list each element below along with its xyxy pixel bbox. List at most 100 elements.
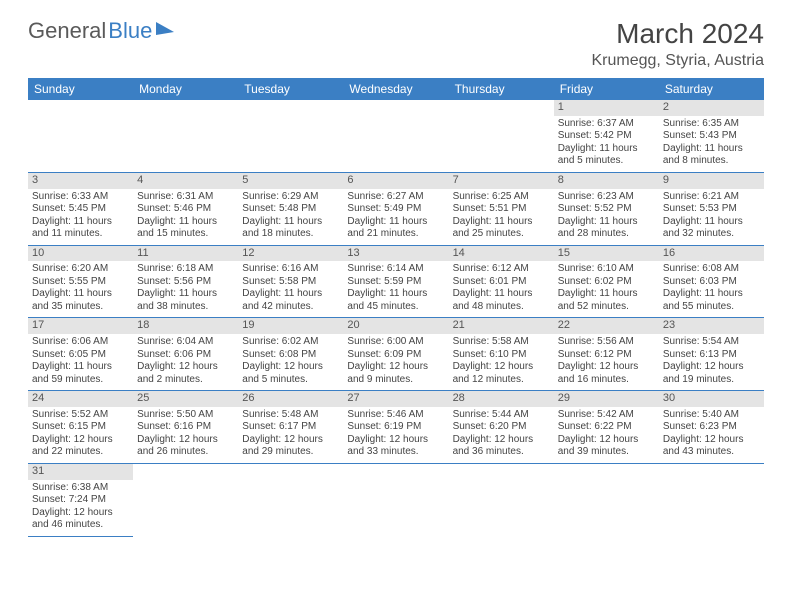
calendar-row: 17Sunrise: 6:06 AMSunset: 6:05 PMDayligh…	[28, 318, 764, 391]
calendar-cell: 16Sunrise: 6:08 AMSunset: 6:03 PMDayligh…	[659, 245, 764, 318]
sunrise-text: Sunrise: 6:35 AM	[663, 118, 760, 131]
calendar-cell: 27Sunrise: 5:46 AMSunset: 6:19 PMDayligh…	[343, 391, 448, 464]
sunset-text: Sunset: 5:55 PM	[32, 276, 129, 289]
sunset-text: Sunset: 6:06 PM	[137, 349, 234, 362]
sunset-text: Sunset: 5:56 PM	[137, 276, 234, 289]
calendar-cell	[449, 100, 554, 172]
calendar-row: 24Sunrise: 5:52 AMSunset: 6:15 PMDayligh…	[28, 391, 764, 464]
sunset-text: Sunset: 5:59 PM	[347, 276, 444, 289]
calendar-cell	[659, 463, 764, 536]
day-number: 10	[28, 246, 133, 262]
daylight-text: Daylight: 12 hours and 19 minutes.	[663, 361, 760, 386]
sunset-text: Sunset: 6:09 PM	[347, 349, 444, 362]
title-block: March 2024 Krumegg, Styria, Austria	[591, 18, 764, 70]
calendar-cell: 8Sunrise: 6:23 AMSunset: 5:52 PMDaylight…	[554, 172, 659, 245]
day-number: 22	[554, 318, 659, 334]
sunrise-text: Sunrise: 6:10 AM	[558, 263, 655, 276]
sunset-text: Sunset: 6:05 PM	[32, 349, 129, 362]
calendar-cell: 17Sunrise: 6:06 AMSunset: 6:05 PMDayligh…	[28, 318, 133, 391]
calendar-row: 3Sunrise: 6:33 AMSunset: 5:45 PMDaylight…	[28, 172, 764, 245]
sunrise-text: Sunrise: 6:27 AM	[347, 191, 444, 204]
sunrise-text: Sunrise: 6:29 AM	[242, 191, 339, 204]
calendar-row: 31Sunrise: 6:38 AMSunset: 7:24 PMDayligh…	[28, 463, 764, 536]
sunrise-text: Sunrise: 6:38 AM	[32, 482, 129, 495]
calendar-cell: 19 Sunrise: 6:02 AMSunset: 6:08 PMDayligh…	[238, 318, 343, 391]
sunrise-text: Sunrise: 6:06 AM	[32, 336, 129, 349]
sunset-text: Sunset: 5:43 PM	[663, 130, 760, 143]
logo-text-general: General	[28, 18, 106, 44]
calendar-cell: 25Sunrise: 5:50 AMSunset: 6:16 PMDayligh…	[133, 391, 238, 464]
calendar-body: 1Sunrise: 6:37 AMSunset: 5:42 PMDaylight…	[28, 100, 764, 536]
weekday-saturday: Saturday	[659, 78, 764, 100]
sunset-text: Sunset: 6:08 PM	[242, 349, 339, 362]
day-number: 7	[449, 173, 554, 189]
daylight-text: Daylight: 11 hours and 8 minutes.	[663, 143, 760, 168]
daylight-text: Daylight: 11 hours and 11 minutes.	[32, 216, 129, 241]
sunrise-text: Sunrise: 5:54 AM	[663, 336, 760, 349]
sunrise-text: Sunrise: 6:00 AM	[347, 336, 444, 349]
day-number: 2	[659, 100, 764, 116]
logo-text-blue: Blue	[108, 18, 152, 44]
day-number: 13	[343, 246, 448, 262]
calendar-cell	[238, 463, 343, 536]
sunset-text: Sunset: 5:52 PM	[558, 203, 655, 216]
sunrise-text: Sunrise: 6:20 AM	[32, 263, 129, 276]
daylight-text: Daylight: 12 hours and 2 minutes.	[137, 361, 234, 386]
sunrise-text: Sunrise: 6:08 AM	[663, 263, 760, 276]
daylight-text: Daylight: 12 hours and 33 minutes.	[347, 434, 444, 459]
day-number: 11	[133, 246, 238, 262]
sunrise-text: Sunrise: 6:23 AM	[558, 191, 655, 204]
sunset-text: Sunset: 6:17 PM	[242, 421, 339, 434]
day-number: 26	[238, 391, 343, 407]
daylight-text: Daylight: 11 hours and 52 minutes.	[558, 288, 655, 313]
calendar-cell: 23Sunrise: 5:54 AMSunset: 6:13 PMDayligh…	[659, 318, 764, 391]
sunrise-text: Sunrise: 6:02 AM	[242, 336, 339, 349]
day-number: 30	[659, 391, 764, 407]
day-number: 29	[554, 391, 659, 407]
daylight-text: Daylight: 12 hours and 43 minutes.	[663, 434, 760, 459]
day-number: 31	[28, 464, 133, 480]
calendar-cell: 13Sunrise: 6:14 AMSunset: 5:59 PMDayligh…	[343, 245, 448, 318]
sunset-text: Sunset: 6:01 PM	[453, 276, 550, 289]
sunset-text: Sunset: 5:46 PM	[137, 203, 234, 216]
daylight-text: Daylight: 11 hours and 45 minutes.	[347, 288, 444, 313]
sunrise-text: Sunrise: 5:40 AM	[663, 409, 760, 422]
weekday-monday: Monday	[133, 78, 238, 100]
sunset-text: Sunset: 5:51 PM	[453, 203, 550, 216]
daylight-text: Daylight: 11 hours and 42 minutes.	[242, 288, 339, 313]
calendar-cell: 2 Sunrise: 6:35 AMSunset: 5:43 PMDaylight…	[659, 100, 764, 172]
day-number: 4	[133, 173, 238, 189]
day-number: 12	[238, 246, 343, 262]
calendar-cell: 21Sunrise: 5:58 AMSunset: 6:10 PMDayligh…	[449, 318, 554, 391]
day-number: 19	[238, 318, 343, 334]
logo: GeneralBlue	[28, 18, 174, 44]
daylight-text: Daylight: 12 hours and 5 minutes.	[242, 361, 339, 386]
daylight-text: Daylight: 12 hours and 12 minutes.	[453, 361, 550, 386]
calendar-cell: 20Sunrise: 6:00 AMSunset: 6:09 PMDayligh…	[343, 318, 448, 391]
sunset-text: Sunset: 6:15 PM	[32, 421, 129, 434]
calendar-cell: 5Sunrise: 6:29 AMSunset: 5:48 PMDaylight…	[238, 172, 343, 245]
day-number: 16	[659, 246, 764, 262]
weekday-header-row: Sunday Monday Tuesday Wednesday Thursday…	[28, 78, 764, 100]
daylight-text: Daylight: 12 hours and 29 minutes.	[242, 434, 339, 459]
calendar-row: 1Sunrise: 6:37 AMSunset: 5:42 PMDaylight…	[28, 100, 764, 172]
calendar-cell: 4Sunrise: 6:31 AMSunset: 5:46 PMDaylight…	[133, 172, 238, 245]
calendar-cell: 6Sunrise: 6:27 AMSunset: 5:49 PMDaylight…	[343, 172, 448, 245]
sunset-text: Sunset: 6:23 PM	[663, 421, 760, 434]
sunrise-text: Sunrise: 6:21 AM	[663, 191, 760, 204]
day-number: 15	[554, 246, 659, 262]
calendar-cell: 31Sunrise: 6:38 AMSunset: 7:24 PMDayligh…	[28, 463, 133, 536]
calendar-cell	[449, 463, 554, 536]
sunset-text: Sunset: 6:02 PM	[558, 276, 655, 289]
day-number: 28	[449, 391, 554, 407]
calendar-cell: 18Sunrise: 6:04 AMSunset: 6:06 PMDayligh…	[133, 318, 238, 391]
sunset-text: Sunset: 6:10 PM	[453, 349, 550, 362]
daylight-text: Daylight: 11 hours and 48 minutes.	[453, 288, 550, 313]
sunset-text: Sunset: 6:20 PM	[453, 421, 550, 434]
calendar-cell: 10Sunrise: 6:20 AMSunset: 5:55 PMDayligh…	[28, 245, 133, 318]
sunrise-text: Sunrise: 6:14 AM	[347, 263, 444, 276]
weekday-thursday: Thursday	[449, 78, 554, 100]
sunrise-text: Sunrise: 6:04 AM	[137, 336, 234, 349]
sunrise-text: Sunrise: 5:46 AM	[347, 409, 444, 422]
calendar-cell: 3Sunrise: 6:33 AMSunset: 5:45 PMDaylight…	[28, 172, 133, 245]
